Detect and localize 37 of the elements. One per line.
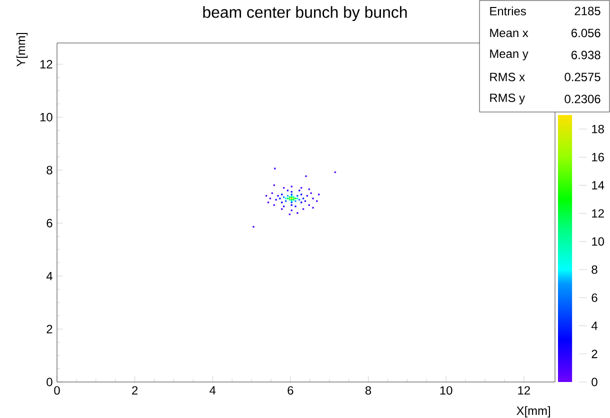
- color-bar-label: 10: [592, 237, 604, 246]
- x-tick-label: 4: [210, 386, 216, 394]
- text: 0.2575: [564, 72, 600, 82]
- y-tick-label: 12: [40, 60, 52, 68]
- color-bar-label: 0: [592, 378, 598, 386]
- text: 0.2306: [564, 94, 600, 104]
- annotation: Mean y: [490, 50, 528, 60]
- chart-title: beam center bunch by bunch: [203, 6, 407, 22]
- annotation: RMS x: [490, 72, 525, 82]
- y-axis-title: Y[mm]: [16, 33, 28, 66]
- color-bar-label: 8: [592, 265, 598, 274]
- color-bar-label: 6: [592, 293, 598, 302]
- text: Mean x: [490, 28, 528, 38]
- y-tick-label: 4: [46, 272, 52, 280]
- color-bar-label: 4: [591, 322, 598, 330]
- y-tick-label: 0: [46, 378, 52, 386]
- x-tick-label: 6: [288, 386, 294, 395]
- x-tick-label: 10: [440, 386, 452, 395]
- color-bar-label: 16: [592, 152, 604, 162]
- color-bar-label: 18: [592, 124, 604, 134]
- color-bar-label: 12: [592, 209, 604, 218]
- x-tick-label: 8: [365, 386, 372, 395]
- color-bar-label: 14: [592, 181, 604, 190]
- text: Entries: [490, 6, 526, 16]
- annotation: RMS y: [490, 94, 526, 104]
- x-tick-label: 12: [518, 386, 530, 395]
- text: 6.938: [572, 50, 600, 60]
- color-bar-label: 2: [592, 350, 598, 358]
- text: 2185: [574, 6, 600, 16]
- x-tick-label: 2: [132, 386, 138, 395]
- y-tick-label: 8: [46, 166, 52, 174]
- y-tick-label: 6: [46, 218, 52, 228]
- text: 6.056: [572, 28, 600, 38]
- x-tick-label: 0: [54, 386, 60, 395]
- x-axis-title: X[mm]: [516, 406, 550, 418]
- y-tick-label: 2: [46, 324, 52, 334]
- y-tick-label: 10: [40, 112, 52, 122]
